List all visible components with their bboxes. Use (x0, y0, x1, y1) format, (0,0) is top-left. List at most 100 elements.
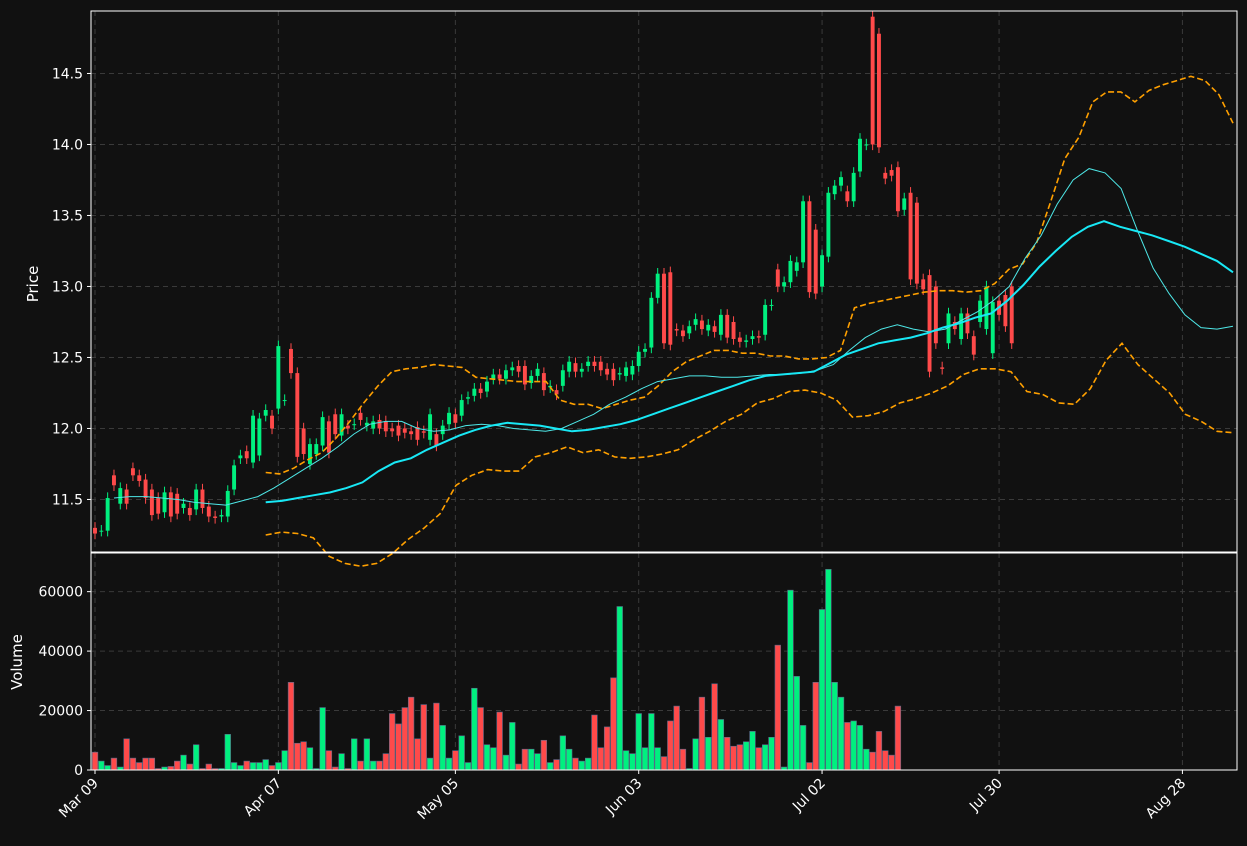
candle-body (244, 451, 249, 459)
candle-body (409, 431, 414, 435)
candle-body (371, 421, 376, 429)
candle-body (200, 489, 205, 508)
candle-body (238, 455, 243, 459)
candle-body (579, 368, 584, 372)
price-panel-frame (90, 10, 1238, 553)
candle-body (794, 262, 799, 271)
ma-long-line (265, 220, 1234, 504)
volume-bar (705, 737, 712, 771)
volume-bar (673, 705, 680, 771)
volume-tick-label: 20000 (38, 704, 83, 720)
candle-body (396, 425, 401, 436)
candle-body (326, 421, 331, 453)
bollinger-upper-line (265, 75, 1234, 475)
volume-bar (357, 760, 364, 771)
volume-bar (458, 735, 465, 771)
volume-bar (395, 723, 402, 771)
volume-panel-frame (90, 552, 1238, 771)
candle-body (453, 414, 458, 423)
volume-bar (382, 753, 389, 771)
volume-bar (98, 760, 105, 771)
volume-bar (534, 753, 541, 771)
candle-body (162, 492, 167, 513)
candle-body (946, 313, 951, 344)
volume-bar (736, 744, 744, 771)
candle-body (219, 515, 224, 517)
volume-bar (578, 760, 585, 771)
candle-body (459, 400, 464, 416)
candle-body (858, 138, 862, 172)
candle-body (712, 326, 717, 332)
volume-bar (490, 747, 497, 771)
x-tick-label: Jul 30 (966, 776, 1006, 816)
volume-bar (439, 725, 446, 771)
candle-body (662, 273, 666, 344)
volume-bar (306, 747, 314, 771)
candle-body (560, 370, 565, 386)
candle-body (636, 351, 641, 366)
volume-bar (711, 683, 718, 771)
candle-body (832, 185, 837, 195)
candle-body (529, 375, 534, 384)
candle-body (586, 361, 591, 366)
candle-body (921, 279, 926, 290)
candle-body (567, 361, 572, 372)
volume-bar (515, 763, 522, 771)
candle-body (775, 269, 780, 287)
volume-bar (888, 754, 895, 771)
candle-body (731, 321, 736, 340)
candle-body (503, 370, 508, 379)
candle-body (990, 302, 995, 354)
volume-bar (452, 750, 459, 771)
candle-body (971, 336, 976, 355)
volume-bar (730, 745, 737, 771)
candle-body (687, 326, 692, 334)
volume-bar (129, 757, 137, 771)
price-tick-label: 12.5 (52, 350, 83, 366)
candle-body (320, 417, 325, 446)
volume-tick-label: 60000 (38, 585, 83, 601)
candle-body (497, 374, 502, 379)
candle-body (649, 297, 654, 348)
candle-body (358, 412, 363, 420)
candle-body (143, 479, 148, 499)
candle-body (965, 313, 970, 334)
candle-body (307, 444, 312, 464)
candle-body (573, 363, 578, 372)
candle-body (908, 192, 913, 280)
volume-bar (812, 682, 819, 771)
candle-body (870, 16, 875, 145)
volume-bar (370, 760, 377, 771)
candle-body (611, 368, 616, 381)
candle-body (440, 425, 445, 435)
candle-body (592, 361, 597, 366)
candle-body (788, 260, 793, 283)
volume-bar (559, 735, 566, 771)
volume-bar (648, 713, 655, 771)
volume-bar (635, 713, 642, 771)
candle-body (782, 282, 787, 287)
volume-bar (319, 707, 326, 771)
candle-body (674, 329, 679, 331)
candle-body (826, 192, 831, 257)
candle-body (137, 475, 142, 482)
volume-bar (294, 742, 301, 771)
candle-body (933, 286, 938, 344)
volume-bar (863, 748, 870, 771)
x-tick-label: May 05 (415, 776, 463, 824)
candle-body (93, 527, 97, 534)
volume-bar (496, 711, 503, 771)
candlesticks (93, 11, 1014, 540)
candle-body (377, 419, 382, 429)
price-tick-label: 12.0 (52, 421, 83, 437)
grid-layer (91, 11, 1237, 771)
candle-body (554, 390, 559, 395)
candle-body (383, 421, 388, 432)
candle-body (914, 202, 919, 284)
candle-body (289, 348, 293, 374)
candle-body (263, 410, 268, 416)
volume-bar (483, 744, 491, 771)
volume-bar (148, 757, 156, 771)
volume-bar (300, 741, 307, 771)
price-axis-label: Price (24, 266, 42, 303)
